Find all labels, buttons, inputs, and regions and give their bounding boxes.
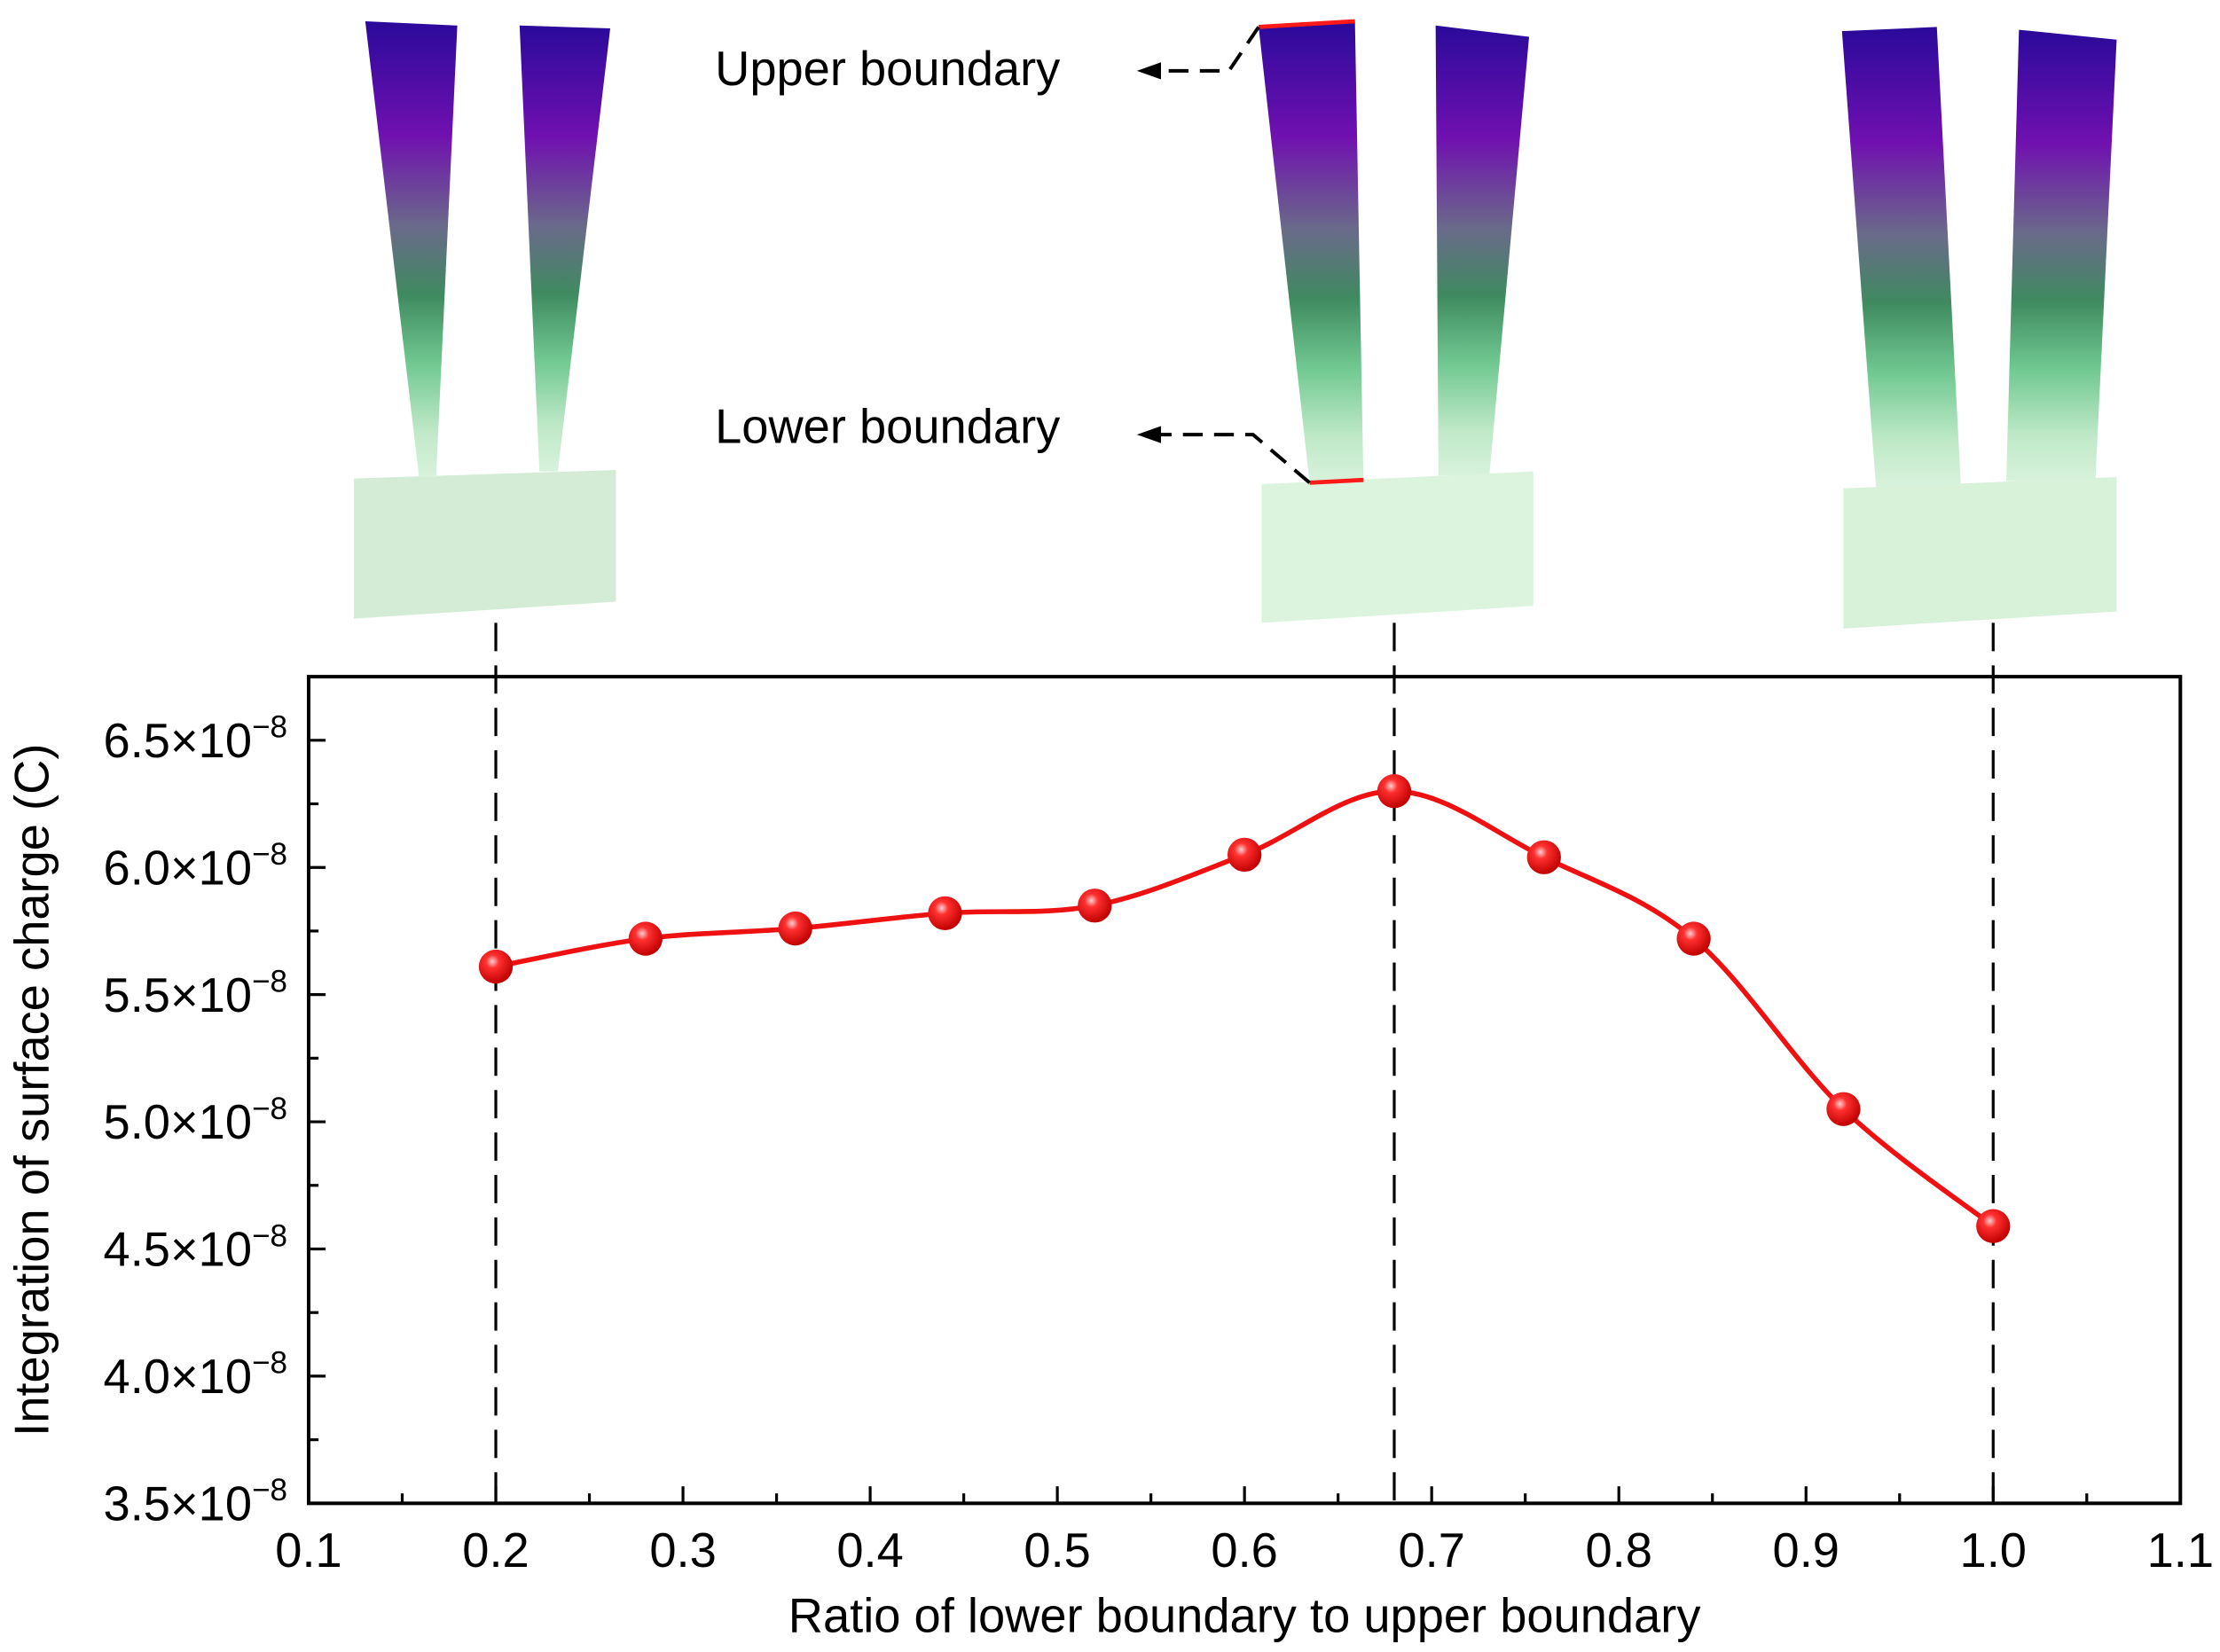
upper-boundary-label: Upper boundary <box>715 42 1061 96</box>
right-prong <box>519 25 611 472</box>
x-tick-label: 0.1 <box>275 1523 341 1578</box>
data-point <box>1078 889 1112 923</box>
lower-boundary-annotation: Lower boundary <box>715 400 1311 484</box>
x-tick-label: 0.3 <box>649 1523 716 1578</box>
geometry-diagram-ratio-0.68 <box>1258 19 1534 623</box>
base-block <box>354 470 616 619</box>
x-tick-label: 0.7 <box>1398 1523 1464 1578</box>
base-block <box>1843 477 2117 629</box>
upper-boundary-marker <box>1258 19 1355 29</box>
lower-boundary-leader <box>1153 433 1311 484</box>
right-prong <box>1435 25 1530 476</box>
data-point <box>1826 1092 1861 1126</box>
x-tick-label: 0.5 <box>1024 1523 1090 1578</box>
base-block <box>1261 471 1534 623</box>
data-point <box>1227 837 1262 873</box>
x-tick-label: 0.4 <box>836 1523 903 1578</box>
y-axis-label: Integration of surface charge (C) <box>4 744 59 1437</box>
x-axis-label: Ratio of lower boundary to upper boundar… <box>788 1589 1702 1643</box>
left-prong <box>1259 21 1364 483</box>
geometry-diagram-ratio-0.2 <box>354 21 616 619</box>
x-tick-label: 1.0 <box>1960 1523 2027 1578</box>
y-tick-label: 4.0×10−8 <box>104 1346 288 1404</box>
x-tick-label: 0.9 <box>1773 1523 1840 1578</box>
left-prong <box>1841 27 1961 488</box>
upper-boundary-leader <box>1153 26 1260 73</box>
y-tick-label: 5.0×10−8 <box>104 1092 288 1149</box>
x-tick-label: 0.2 <box>462 1523 529 1578</box>
data-point <box>1377 774 1412 809</box>
y-tick-label: 6.0×10−8 <box>104 837 288 895</box>
chart: 0.1 0.2 0.3 0.4 0.5 0.6 0.7 0.8 0.9 1.0 1.1 3.5×10−… <box>104 622 2214 1578</box>
right-prong <box>2005 29 2117 482</box>
y-tick-label: 5.5×10−8 <box>104 964 288 1022</box>
upper-boundary-annotation: Upper boundary <box>715 26 1260 96</box>
x-tick-label: 0.8 <box>1585 1523 1651 1578</box>
lower-boundary-label: Lower boundary <box>715 400 1061 454</box>
data-point <box>1676 921 1711 956</box>
left-prong <box>365 21 458 478</box>
data-point <box>628 921 663 956</box>
data-point <box>778 911 812 946</box>
data-point <box>478 949 514 984</box>
plot-frame <box>306 675 2183 1506</box>
geometry-diagram-ratio-1.0 <box>1841 27 2117 629</box>
x-tick-label: 1.1 <box>2147 1523 2214 1578</box>
y-tick-label: 4.5×10−8 <box>104 1218 288 1276</box>
lower-boundary-marker <box>1309 477 1364 485</box>
y-tick-label: 3.5×10−8 <box>104 1473 288 1531</box>
x-tick-label: 0.6 <box>1211 1523 1277 1578</box>
data-point <box>1526 840 1561 874</box>
data-point <box>928 896 962 931</box>
arrowhead-icon <box>1136 426 1161 443</box>
y-tick-label: 6.5×10−8 <box>104 710 288 768</box>
arrowhead-icon <box>1136 62 1161 80</box>
data-point <box>1976 1209 2011 1243</box>
